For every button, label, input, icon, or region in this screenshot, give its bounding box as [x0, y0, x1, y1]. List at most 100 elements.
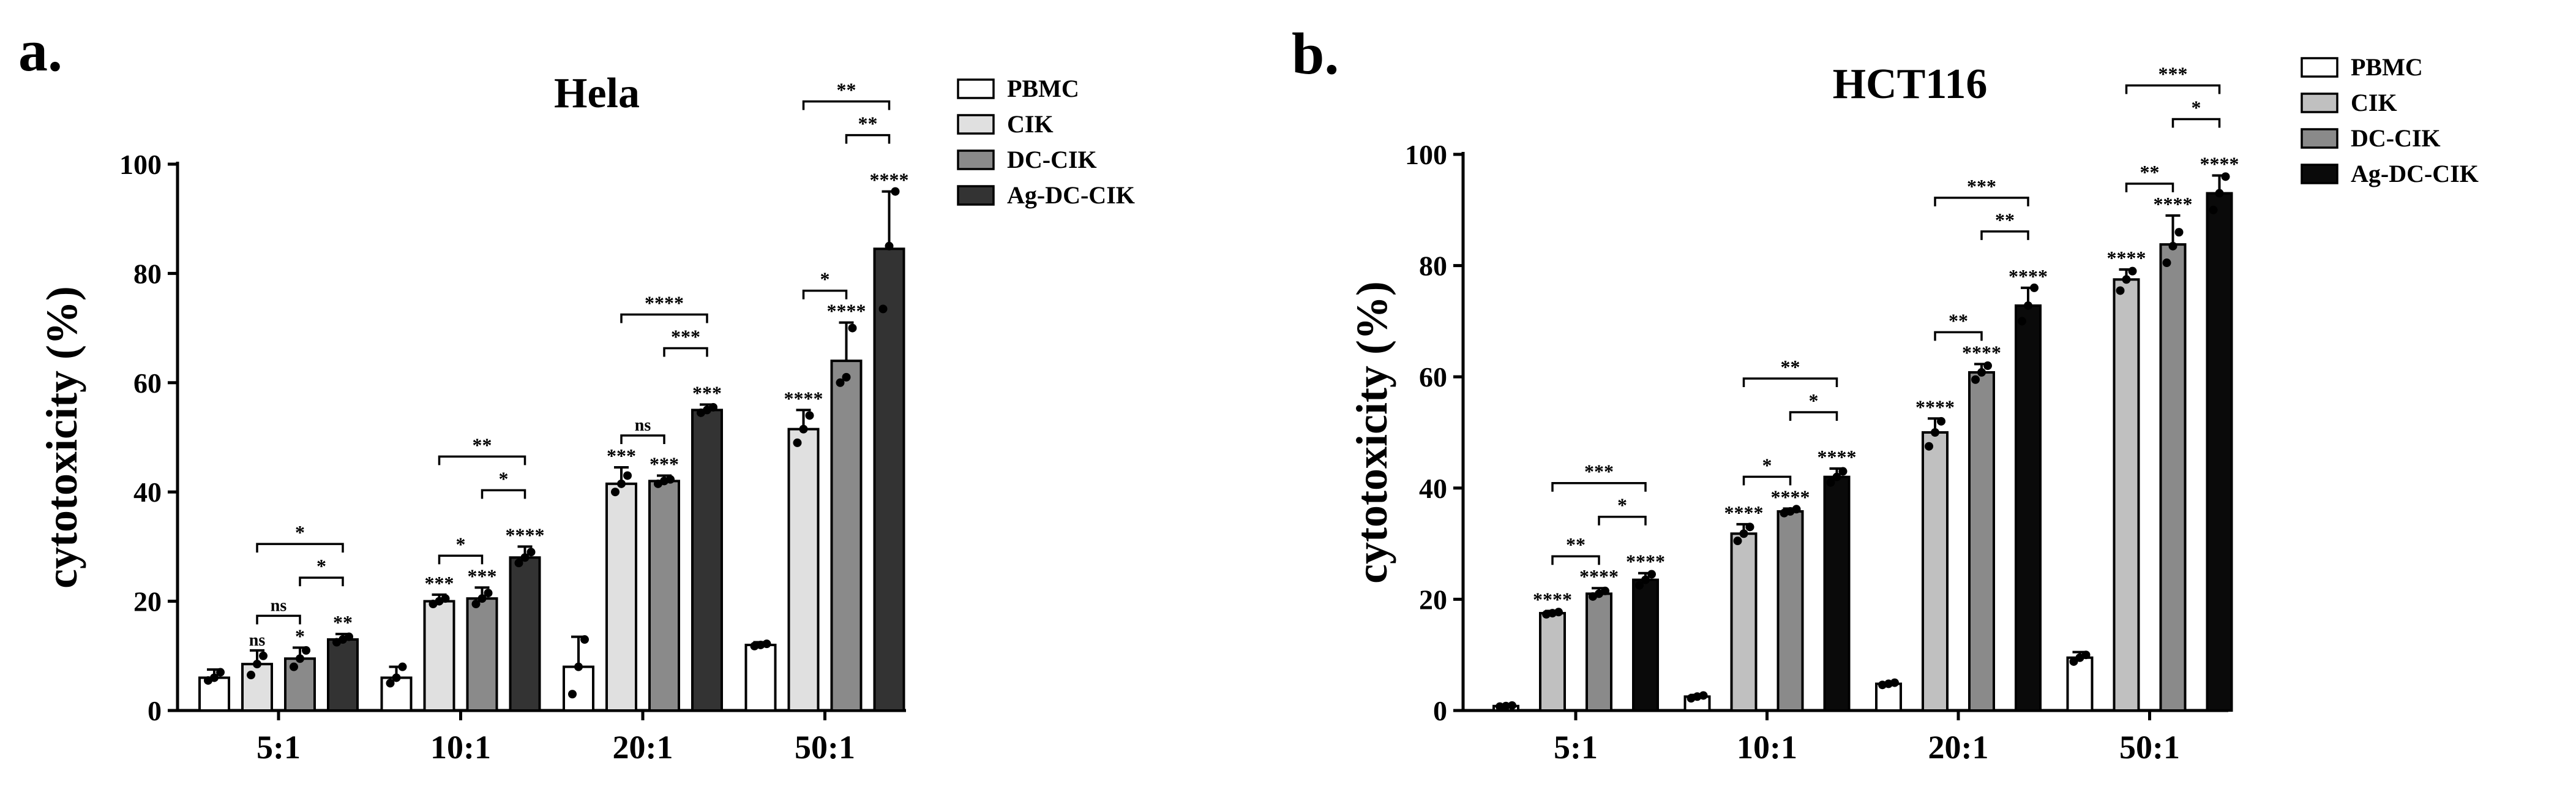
x-tick-label: 50:1 [795, 729, 855, 766]
comparison-label: *** [1967, 175, 1996, 197]
data-point [2128, 266, 2137, 276]
x-tick-label: 50:1 [2119, 729, 2180, 766]
legend-swatch [957, 114, 995, 135]
comparison-bracket [481, 489, 526, 499]
data-point [1745, 522, 1754, 532]
legend-swatch [2301, 92, 2338, 113]
comparison-bracket [2125, 84, 2221, 94]
x-tick-label: 20:1 [1928, 729, 1989, 766]
legend-label: CIK [2351, 89, 2397, 116]
bar [1823, 475, 1851, 712]
comparison-label: ns [271, 596, 287, 615]
data-point [2069, 657, 2078, 666]
bar [563, 665, 594, 712]
data-point [2018, 317, 2026, 326]
comparison-bracket [1598, 515, 1647, 526]
comparison-bracket [1551, 481, 1647, 492]
data-point [484, 589, 493, 598]
data-point [1977, 368, 1986, 377]
data-point [1832, 472, 1841, 481]
data-point [799, 424, 808, 434]
bar-significance-label: * [295, 625, 305, 647]
comparison-bracket [1934, 197, 2029, 206]
bar [1632, 578, 1659, 712]
legend: PBMC CIK DC-CIK Ag-DC-CIK [957, 75, 1135, 209]
bar [691, 409, 723, 712]
comparison-bracket [1551, 555, 1600, 565]
legend-swatch [2301, 164, 2338, 184]
comparison-label: ** [1781, 356, 1800, 378]
comparison-label: ns [635, 416, 651, 435]
bar [1586, 592, 1612, 712]
data-point [471, 600, 481, 609]
data-point [2030, 283, 2039, 292]
y-tick-label: 0 [148, 695, 162, 726]
data-point [848, 323, 857, 333]
comparison-label: ** [837, 79, 856, 101]
data-point [762, 639, 771, 649]
bar [648, 480, 680, 712]
data-point [1792, 505, 1801, 514]
data-point [216, 668, 225, 677]
data-point [2174, 228, 2184, 237]
comparison-bracket [802, 100, 891, 110]
y-tick-label: 40 [133, 477, 162, 508]
data-point [1890, 678, 1899, 687]
bar [327, 638, 359, 712]
legend-swatch [957, 185, 995, 206]
x-tick-label: 5:1 [1554, 729, 1598, 766]
comparison-label: * [456, 533, 466, 555]
comparison-label: * [499, 467, 509, 489]
data-point [1733, 537, 1742, 546]
data-point [842, 372, 851, 382]
comparison-bracket [663, 347, 708, 357]
legend-swatch [957, 149, 995, 170]
bar [2113, 278, 2140, 712]
legend-swatch [2301, 57, 2338, 78]
bar-significance-label: **** [1771, 486, 1810, 508]
data-point [514, 559, 523, 568]
comparison-label: * [1809, 390, 1819, 412]
comparison-label: * [1617, 494, 1627, 516]
comparison-label: ** [1995, 209, 2015, 231]
data-point [296, 654, 304, 663]
data-point [2162, 258, 2171, 268]
bar [744, 643, 777, 712]
bar-significance-label: **** [827, 300, 866, 322]
comparison-bracket [1934, 331, 1983, 341]
y-tick-label: 60 [1419, 361, 1447, 393]
bar [1777, 510, 1804, 712]
comparison-bracket [438, 554, 484, 565]
data-point [1641, 575, 1650, 584]
x-tick-label: 20:1 [613, 729, 673, 766]
legend-label: CIK [1007, 110, 1054, 138]
y-tick-label: 100 [1405, 139, 1447, 170]
legend-label: Ag-DC-CIK [1007, 181, 1135, 209]
y-tick-label: 80 [133, 258, 162, 289]
data-point [398, 662, 407, 671]
comparison-label: *** [1584, 461, 1614, 483]
comparison-bracket [256, 614, 301, 625]
data-point [1739, 529, 1748, 538]
bar [1730, 532, 1758, 712]
data-point [1635, 581, 1644, 590]
panel-label: a. [18, 18, 62, 83]
bar [2066, 656, 2094, 712]
bar-significance-label: **** [1724, 502, 1764, 524]
legend: PBMC CIK DC-CIK Ag-DC-CIK [2301, 53, 2479, 187]
data-point [793, 438, 802, 447]
data-point [1838, 467, 1848, 476]
comparison-label: ** [1566, 533, 1586, 556]
data-point [2215, 189, 2224, 198]
data-point [1983, 361, 1992, 371]
bar-significance-label: **** [2009, 265, 2048, 287]
bar [466, 597, 498, 712]
data-point [1647, 570, 1656, 579]
comparison-label: * [1762, 454, 1772, 476]
bar-significance-label: *** [468, 565, 497, 587]
data-point [253, 660, 261, 669]
comparison-bracket [256, 543, 344, 553]
data-point [878, 304, 888, 314]
